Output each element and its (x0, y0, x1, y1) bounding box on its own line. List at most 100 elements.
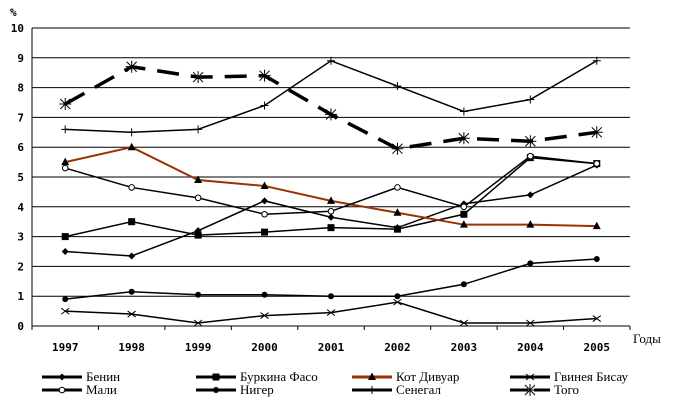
y-tick-label: 2 (17, 260, 24, 273)
square-marker (212, 373, 220, 381)
circle-marker (593, 160, 601, 167)
y-axis-label: % (10, 6, 17, 19)
dot-marker (527, 260, 534, 267)
plus-marker (592, 56, 601, 65)
x-marker (193, 319, 203, 327)
circle-marker (61, 164, 69, 172)
legend-item: Буркина Фасо (196, 369, 318, 384)
series-5 (62, 255, 600, 303)
y-tick-label: 3 (17, 231, 24, 244)
square-marker (261, 228, 269, 236)
series-4 (61, 152, 601, 218)
series-line (64, 64, 598, 151)
asterisk-marker (524, 135, 537, 148)
circle-marker (261, 210, 268, 218)
asterisk-marker (325, 108, 337, 121)
diamond-marker (58, 373, 66, 381)
axes (31, 28, 631, 330)
x-marker (393, 298, 402, 306)
series-2 (61, 142, 601, 230)
x-tick-label: 1997 (52, 341, 79, 354)
plus-marker (127, 128, 136, 137)
legend-item: Гвинея Бисау (510, 369, 629, 384)
legend-item: Нигер (196, 382, 274, 397)
circle-marker (58, 386, 66, 394)
series-lines (59, 56, 603, 327)
y-tick-label: 10 (11, 22, 24, 35)
asterisk-marker (192, 71, 205, 84)
square-marker (194, 231, 202, 239)
asterisk-marker (59, 97, 72, 110)
x-tick-label: 2004 (517, 341, 544, 354)
legend-label: Нигер (240, 382, 274, 397)
circle-marker (394, 184, 401, 191)
plus-marker (459, 107, 468, 116)
legend: Бенин Буркина Фасо Кот Дивуар Гвинея Бисау М… (30, 366, 630, 400)
series-line (65, 155, 597, 216)
series-line (65, 258, 597, 300)
legend-item: Того (510, 382, 579, 397)
triangle-marker (194, 175, 203, 183)
asterisk-marker (125, 60, 138, 73)
x-tick-labels: 1997 1998 1999 2000 2001 2002 2003 2004 2005 (52, 341, 610, 354)
legend-label: Того (554, 382, 579, 397)
y-tick-label: 9 (17, 52, 24, 65)
dot-marker (128, 288, 135, 295)
dot-marker (460, 281, 467, 288)
plus-marker (526, 95, 535, 104)
dot-marker (593, 255, 600, 262)
legend-item: Бенин (42, 369, 120, 384)
plus-marker (368, 386, 376, 394)
triangle-marker (127, 142, 136, 151)
triangle-marker (459, 220, 468, 228)
legend-label: Сенегал (396, 382, 442, 397)
x-tick-label: 1998 (118, 341, 145, 354)
square-marker (393, 225, 401, 233)
x-marker (60, 307, 70, 315)
diamond-marker (128, 252, 136, 260)
asterisk-marker (524, 384, 536, 396)
y-tick-label: 6 (17, 141, 24, 154)
diamond-marker (327, 213, 335, 221)
x-marker (525, 373, 535, 381)
series-7 (59, 60, 603, 155)
square-marker (460, 210, 468, 218)
plus-marker (260, 101, 269, 110)
legend-label: Бенин (86, 369, 120, 384)
series-3 (60, 298, 602, 327)
circle-marker (460, 203, 468, 211)
x-tick-label: 2001 (318, 341, 345, 354)
plus-marker (393, 82, 402, 91)
x-tick-label: 1999 (185, 341, 212, 354)
triangle-marker (526, 220, 535, 228)
square-marker (128, 218, 136, 226)
series-6 (61, 56, 601, 137)
x-marker (459, 319, 469, 327)
asterisk-marker (590, 126, 603, 139)
x-marker (592, 315, 602, 322)
x-tick-label: 2000 (251, 341, 278, 354)
y-tick-label: 0 (17, 320, 24, 333)
circle-marker (327, 207, 335, 215)
y-tick-label: 1 (17, 290, 24, 303)
triangle-marker (61, 157, 70, 166)
asterisk-marker (391, 142, 404, 155)
x-tick-label: 2005 (584, 341, 611, 354)
triangle-marker (592, 221, 601, 230)
legend-label: Кот Дивуар (396, 369, 459, 384)
diamond-marker (261, 197, 269, 205)
legend-item: Кот Дивуар (352, 369, 459, 384)
series-1 (61, 154, 601, 241)
x-marker (326, 309, 336, 316)
x-marker (526, 319, 535, 327)
triangle-marker (368, 372, 376, 380)
diamond-marker (526, 191, 534, 199)
square-marker (327, 224, 335, 232)
circle-marker (194, 194, 202, 202)
x-tick-label: 2003 (451, 341, 478, 354)
y-tick-label: 7 (17, 111, 24, 124)
triangle-marker (260, 181, 269, 189)
asterisk-marker (258, 69, 271, 82)
dot-marker (394, 293, 401, 300)
